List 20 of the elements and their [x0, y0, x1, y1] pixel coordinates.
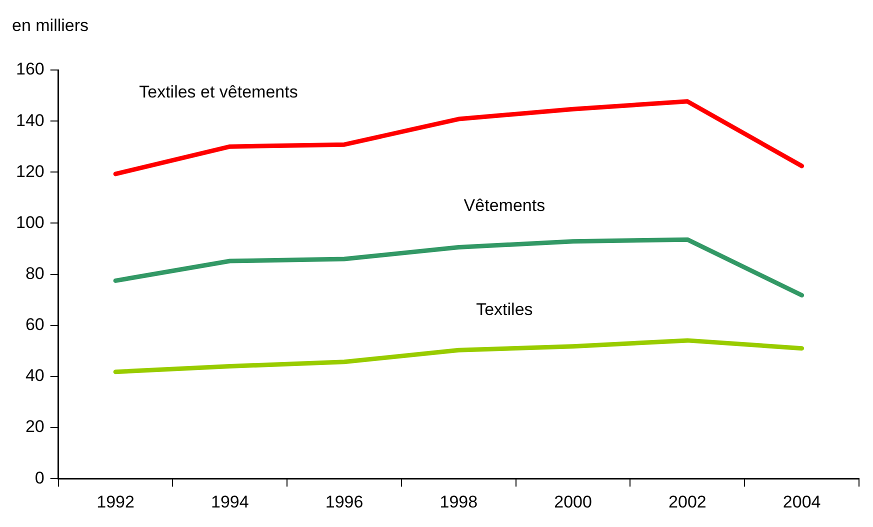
- y-axis-title: en milliers: [12, 16, 89, 36]
- x-tick-label: 2000: [554, 492, 592, 512]
- x-tick-label: 2004: [782, 492, 821, 512]
- x-tick-label: 2002: [668, 492, 706, 512]
- y-tick-label: 80: [25, 264, 44, 283]
- x-tick-label: 1998: [440, 492, 478, 512]
- y-tick-label: 20: [25, 417, 44, 436]
- y-tick-label: 140: [16, 110, 44, 130]
- series-label: Textiles: [476, 300, 533, 319]
- x-tick-label: 1996: [325, 492, 364, 512]
- y-tick-label: 100: [16, 212, 44, 232]
- series-label: Vêtements: [464, 196, 546, 216]
- text: Textiles et vêtements: [139, 82, 298, 102]
- y-tick-label: 60: [25, 315, 44, 334]
- y-tick-label: 0: [34, 468, 44, 488]
- y-tick-label: 160: [16, 60, 44, 79]
- x-tick-label: 1992: [96, 492, 134, 512]
- y-tick-label: 40: [25, 366, 44, 386]
- y-tick-label: 120: [16, 162, 44, 181]
- x-tick-label: 1994: [211, 492, 249, 512]
